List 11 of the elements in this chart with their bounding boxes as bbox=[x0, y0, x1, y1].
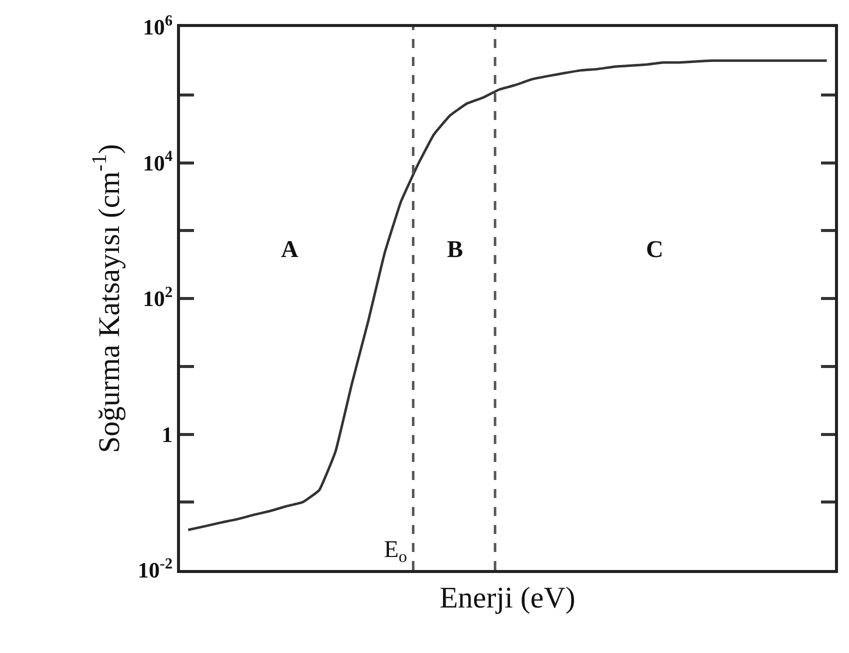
annotation: A bbox=[281, 237, 299, 263]
y-tick-label: 10$^{6}$ bbox=[142, 12, 173, 40]
y-tick-label: 10$^{2}$ bbox=[142, 284, 173, 312]
annotation: E$_{o}$ bbox=[384, 537, 408, 566]
y-tick-label: 10$^{-2}$ bbox=[138, 555, 173, 583]
y-tick-label: 1 bbox=[162, 422, 173, 447]
annotation: C bbox=[646, 237, 664, 263]
annotation: B bbox=[447, 237, 464, 263]
y-tick-label: 10$^{4}$ bbox=[142, 148, 173, 176]
line-series bbox=[186, 59, 828, 532]
x-axis-title: Enerji (eV) bbox=[440, 582, 576, 614]
